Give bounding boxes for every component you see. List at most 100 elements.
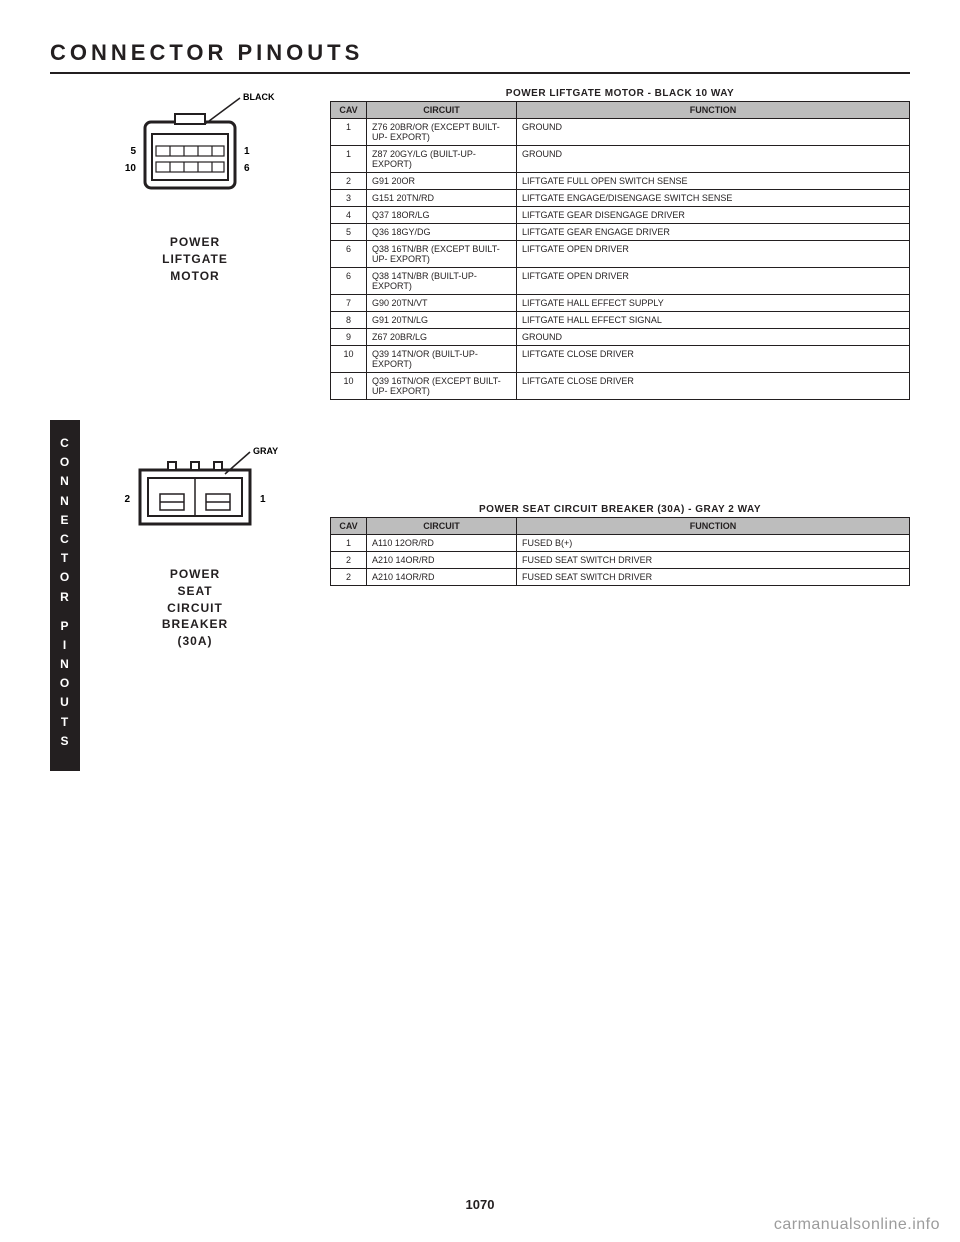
th-circuit: CIRCUIT (367, 102, 517, 119)
side-tab-line: R (50, 588, 80, 607)
pin-label-6: 6 (244, 163, 250, 174)
cell-cav: 4 (331, 207, 367, 224)
caption-line: BREAKER (162, 616, 228, 633)
cell-circuit: Z67 20BR/LG (367, 329, 517, 346)
cell-circuit: Q39 16TN/OR (EXCEPT BUILT-UP- EXPORT) (367, 373, 517, 400)
cell-cav: 7 (331, 295, 367, 312)
table-row: 7G90 20TN/VTLIFTGATE HALL EFFECT SUPPLY (331, 295, 910, 312)
cell-circuit: G91 20TN/LG (367, 312, 517, 329)
caption-line: CIRCUIT (162, 600, 228, 617)
side-tab-line: O (50, 568, 80, 587)
page-number: 1070 (0, 1197, 960, 1212)
side-tab-line: C (50, 530, 80, 549)
cell-cav: 10 (331, 346, 367, 373)
table-seat: POWER SEAT CIRCUIT BREAKER (30A) - GRAY … (330, 504, 910, 586)
diagram-caption: POWER SEAT CIRCUIT BREAKER (30A) (162, 566, 228, 650)
cell-function: LIFTGATE CLOSE DRIVER (517, 346, 910, 373)
cell-cav: 2 (331, 568, 367, 585)
row-seat: GRAY (90, 440, 910, 650)
side-tab-line: O (50, 674, 80, 693)
cell-function: LIFTGATE FULL OPEN SWITCH SENSE (517, 173, 910, 190)
cell-circuit: G90 20TN/VT (367, 295, 517, 312)
connector-liftgate-svg: BLACK (100, 88, 290, 228)
side-tab-line: U (50, 693, 80, 712)
table-title: POWER LIFTGATE MOTOR - BLACK 10 WAY (330, 88, 910, 99)
side-tab-line: T (50, 549, 80, 568)
cell-cav: 2 (331, 173, 367, 190)
side-tab-line: N (50, 472, 80, 491)
cell-function: FUSED B(+) (517, 534, 910, 551)
table-row: 2G91 20ORLIFTGATE FULL OPEN SWITCH SENSE (331, 173, 910, 190)
side-tab-line: S (50, 732, 80, 751)
cell-function: LIFTGATE ENGAGE/DISENGAGE SWITCH SENSE (517, 190, 910, 207)
cell-circuit: Q39 14TN/OR (BUILT-UP- EXPORT) (367, 346, 517, 373)
table-row: 10Q39 16TN/OR (EXCEPT BUILT-UP- EXPORT)L… (331, 373, 910, 400)
cell-function: LIFTGATE OPEN DRIVER (517, 268, 910, 295)
cell-circuit: Q38 16TN/BR (EXCEPT BUILT-UP- EXPORT) (367, 241, 517, 268)
color-label: GRAY (253, 446, 278, 456)
table-row: 2A210 14OR/RDFUSED SEAT SWITCH DRIVER (331, 551, 910, 568)
side-tab-line: N (50, 655, 80, 674)
pinout-table-seat: CAV CIRCUIT FUNCTION 1A110 12OR/RDFUSED … (330, 517, 910, 586)
cell-function: LIFTGATE GEAR DISENGAGE DRIVER (517, 207, 910, 224)
cell-cav: 10 (331, 373, 367, 400)
caption-line: SEAT (162, 583, 228, 600)
cell-function: GROUND (517, 146, 910, 173)
row-liftgate: BLACK (90, 88, 910, 400)
diagram-caption: POWER LIFTGATE MOTOR (162, 234, 228, 284)
page-title: CONNECTOR PINOUTS (50, 40, 910, 74)
cell-cav: 1 (331, 146, 367, 173)
table-title: POWER SEAT CIRCUIT BREAKER (30A) - GRAY … (330, 504, 910, 515)
pin-label-1: 1 (260, 494, 266, 505)
table-row: 1Z87 20GY/LG (BUILT-UP- EXPORT)GROUND (331, 146, 910, 173)
side-tab-line: C (50, 434, 80, 453)
caption-line: POWER (162, 566, 228, 583)
side-tab-line: T (50, 713, 80, 732)
pin-label-5: 5 (130, 146, 136, 157)
side-tab-line: P (50, 617, 80, 636)
cell-cav: 1 (331, 119, 367, 146)
th-cav: CAV (331, 517, 367, 534)
cell-function: GROUND (517, 329, 910, 346)
caption-line: MOTOR (162, 268, 228, 285)
cell-cav: 1 (331, 534, 367, 551)
cell-function: LIFTGATE OPEN DRIVER (517, 241, 910, 268)
diagram-seat: GRAY (90, 440, 300, 650)
cell-function: FUSED SEAT SWITCH DRIVER (517, 551, 910, 568)
th-circuit: CIRCUIT (367, 517, 517, 534)
caption-line: POWER (162, 234, 228, 251)
th-function: FUNCTION (517, 102, 910, 119)
table-row: 1A110 12OR/RDFUSED B(+) (331, 534, 910, 551)
cell-cav: 9 (331, 329, 367, 346)
caption-line: (30A) (162, 633, 228, 650)
cell-circuit: A210 14OR/RD (367, 551, 517, 568)
cell-function: LIFTGATE CLOSE DRIVER (517, 373, 910, 400)
table-row: 5Q36 18GY/DGLIFTGATE GEAR ENGAGE DRIVER (331, 224, 910, 241)
cell-cav: 2 (331, 551, 367, 568)
side-tab: C O N N E C T O R P I N O U T S (50, 420, 80, 771)
table-row: 2A210 14OR/RDFUSED SEAT SWITCH DRIVER (331, 568, 910, 585)
caption-line: LIFTGATE (162, 251, 228, 268)
side-tab-line: I (50, 636, 80, 655)
table-row: 9Z67 20BR/LGGROUND (331, 329, 910, 346)
table-row: 4Q37 18OR/LGLIFTGATE GEAR DISENGAGE DRIV… (331, 207, 910, 224)
table-row: 6Q38 16TN/BR (EXCEPT BUILT-UP- EXPORT)LI… (331, 241, 910, 268)
pin-label-2: 2 (124, 494, 130, 505)
connector-seat-svg: GRAY (100, 440, 290, 560)
pin-label-10: 10 (125, 163, 137, 174)
table-row: 8G91 20TN/LGLIFTGATE HALL EFFECT SIGNAL (331, 312, 910, 329)
cell-cav: 5 (331, 224, 367, 241)
th-cav: CAV (331, 102, 367, 119)
table-row: 3G151 20TN/RDLIFTGATE ENGAGE/DISENGAGE S… (331, 190, 910, 207)
cell-circuit: G91 20OR (367, 173, 517, 190)
cell-cav: 8 (331, 312, 367, 329)
pinout-table-liftgate: CAV CIRCUIT FUNCTION 1Z76 20BR/OR (EXCEP… (330, 101, 910, 400)
cell-circuit: Z87 20GY/LG (BUILT-UP- EXPORT) (367, 146, 517, 173)
cell-cav: 6 (331, 268, 367, 295)
table-row: 10Q39 14TN/OR (BUILT-UP- EXPORT)LIFTGATE… (331, 346, 910, 373)
side-tab-line: O (50, 453, 80, 472)
pin-label-1: 1 (244, 146, 250, 157)
cell-cav: 6 (331, 241, 367, 268)
cell-circuit: Q37 18OR/LG (367, 207, 517, 224)
cell-circuit: A210 14OR/RD (367, 568, 517, 585)
